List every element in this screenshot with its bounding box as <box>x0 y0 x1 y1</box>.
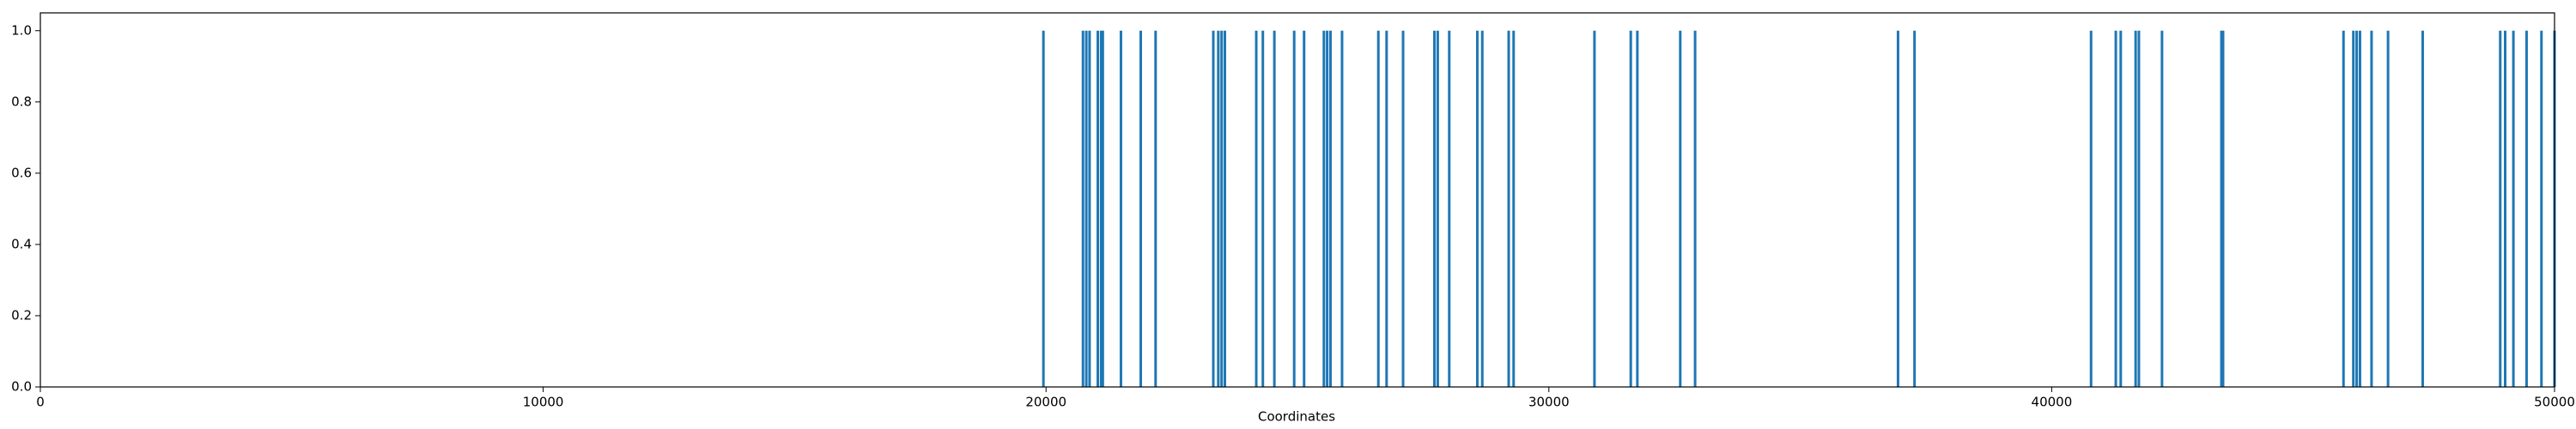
y-tick-label: 0.0 <box>11 379 32 395</box>
x-tick-label: 20000 <box>1025 395 1066 410</box>
y-tick-label: 1.0 <box>11 22 32 38</box>
x-axis-label: Coordinates <box>1258 409 1335 425</box>
x-tick-label: 0 <box>36 395 45 410</box>
x-tick-label: 40000 <box>2032 395 2073 410</box>
y-tick-label: 0.8 <box>11 94 32 109</box>
y-tick-label: 0.2 <box>11 307 32 323</box>
y-tick-label: 0.6 <box>11 165 32 180</box>
x-tick-label: 30000 <box>1528 395 1570 410</box>
y-tick-label: 0.4 <box>11 236 32 251</box>
x-tick-label: 10000 <box>523 395 564 410</box>
axes-frame <box>39 12 2555 388</box>
x-tick-label: 50000 <box>2534 395 2575 410</box>
